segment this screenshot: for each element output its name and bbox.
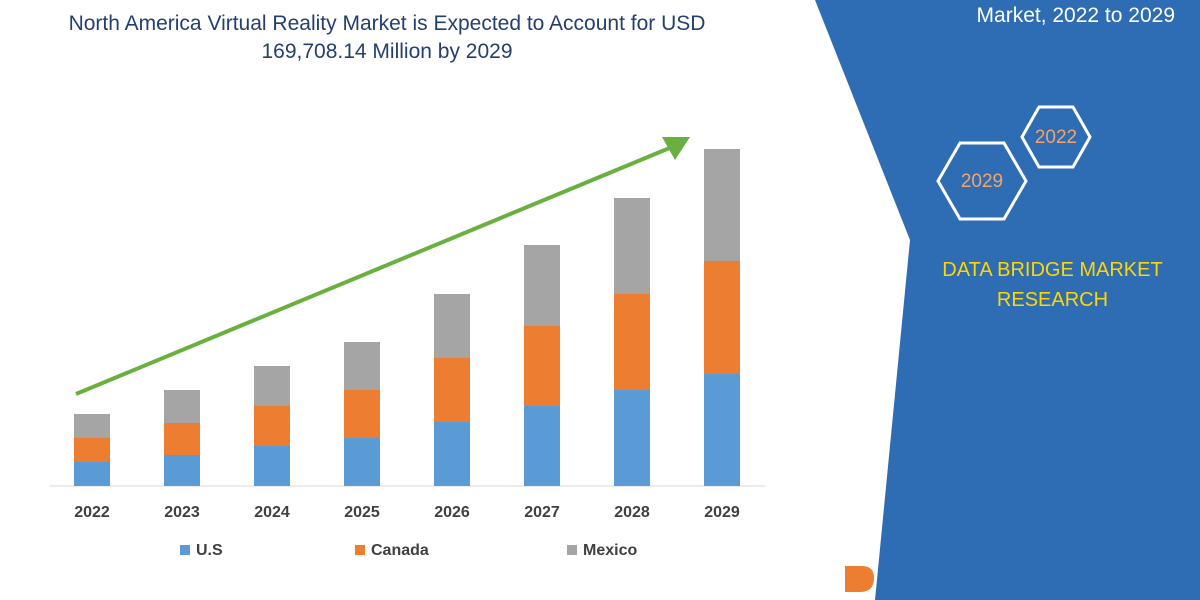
hexagon bbox=[936, 141, 1028, 221]
logo-icon bbox=[845, 566, 874, 592]
hexagon-label: 2029 bbox=[961, 171, 1003, 192]
bar-segment bbox=[614, 294, 650, 390]
brand-name: DATA BRIDGE MARKET RESEARCH bbox=[942, 259, 1163, 311]
bar-segment bbox=[74, 414, 110, 438]
bar-segment bbox=[434, 422, 470, 486]
bar-segment bbox=[524, 326, 560, 406]
bar-segment bbox=[704, 261, 740, 374]
bar-segment bbox=[614, 390, 650, 486]
x-tick-label: 2027 bbox=[524, 504, 560, 521]
legend-label: U.S bbox=[196, 542, 223, 559]
bar-segment bbox=[164, 390, 200, 423]
bar-segment bbox=[434, 294, 470, 358]
x-tick-label: 2028 bbox=[614, 504, 650, 521]
bar-segment bbox=[164, 455, 200, 486]
bar-segment bbox=[164, 423, 200, 455]
bar-segment bbox=[704, 374, 740, 486]
logo-text: DATA BRIDGE bbox=[888, 569, 999, 588]
bar-segment bbox=[254, 446, 290, 486]
x-tick-label: 2023 bbox=[164, 504, 200, 521]
legend-label: Mexico bbox=[583, 542, 637, 559]
hexagon bbox=[1020, 105, 1092, 169]
trend-arrow bbox=[75, 145, 673, 396]
x-tick-label: 2026 bbox=[434, 504, 470, 521]
bar-segment bbox=[524, 406, 560, 486]
legend-swatch bbox=[355, 545, 365, 555]
chart-title: North America Virtual Reality Market is … bbox=[68, 12, 706, 63]
bar-segment bbox=[254, 366, 290, 406]
x-tick-label: 2024 bbox=[254, 504, 290, 521]
side-heading: Market, 2022 to 2029 bbox=[976, 4, 1175, 27]
bar-segment bbox=[344, 342, 380, 390]
x-tick-label: 2025 bbox=[344, 504, 380, 521]
x-tick-label: 2022 bbox=[74, 504, 110, 521]
legend-swatch bbox=[567, 545, 577, 555]
bar-segment bbox=[74, 462, 110, 486]
bar-segment bbox=[254, 406, 290, 446]
bar-segment bbox=[74, 438, 110, 462]
bar-segment bbox=[524, 245, 560, 326]
side-panel bbox=[815, 0, 1200, 600]
legend-label: Canada bbox=[371, 542, 429, 559]
legend-swatch bbox=[180, 545, 190, 555]
arrow-head bbox=[662, 137, 690, 160]
bar-segment bbox=[344, 390, 380, 438]
bar-segment bbox=[704, 149, 740, 261]
bar-segment bbox=[614, 198, 650, 294]
x-tick-label: 2029 bbox=[704, 504, 740, 521]
bar-segment bbox=[344, 438, 380, 486]
hexagon-label: 2022 bbox=[1035, 127, 1077, 148]
bar-segment bbox=[434, 358, 470, 422]
